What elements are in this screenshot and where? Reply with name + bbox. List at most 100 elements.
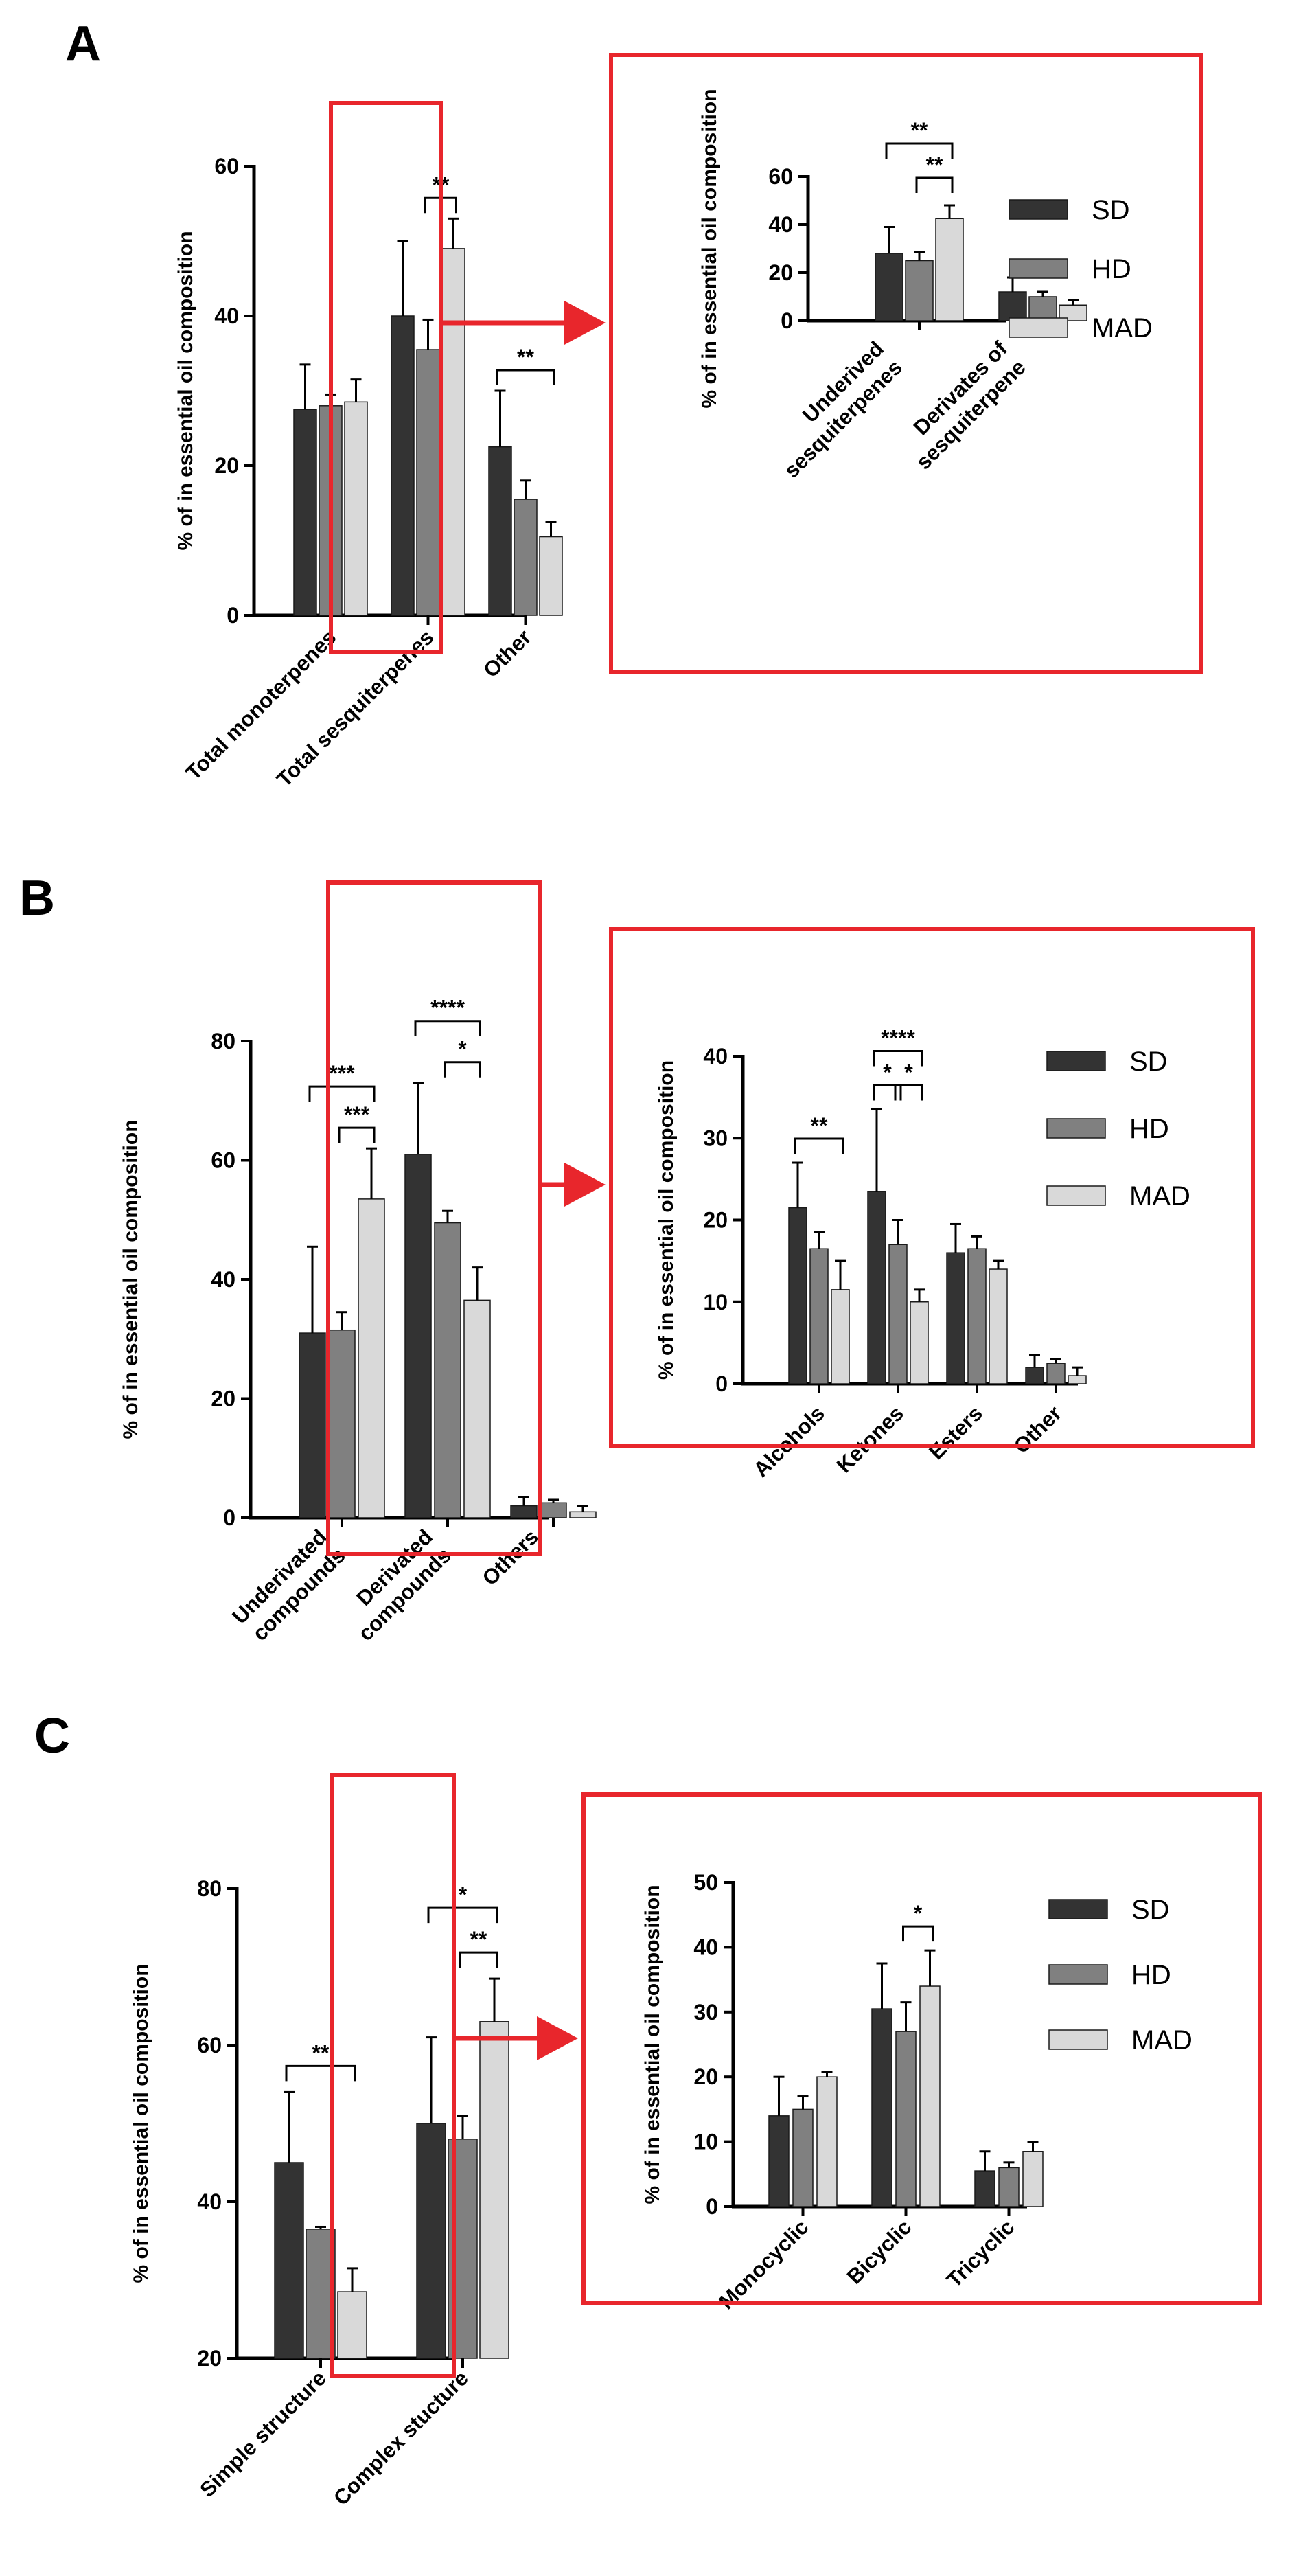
- y-tick-label: 20: [211, 1387, 235, 1411]
- bar-hd: [967, 1248, 987, 1384]
- y-tick-label: 30: [703, 1126, 728, 1150]
- bar-sd: [998, 291, 1027, 321]
- significance-bracket: [885, 142, 954, 159]
- bar-hd: [1028, 296, 1057, 321]
- y-tick-label: 0: [706, 2194, 718, 2219]
- y-tick-label: 20: [214, 453, 239, 478]
- significance-label: **: [470, 1927, 487, 1952]
- bar-mad: [1022, 2151, 1044, 2207]
- y-tick-label: 0: [715, 1371, 728, 1396]
- bar-hd: [1046, 1363, 1066, 1384]
- bar-mad: [479, 2021, 509, 2359]
- bar-hd: [434, 1222, 461, 1518]
- bar-sd: [510, 1505, 538, 1518]
- bar-mad: [441, 248, 465, 616]
- y-tick-label: 40: [703, 1044, 728, 1069]
- legend-swatch-hd: [1009, 258, 1068, 279]
- bar-sd: [867, 1191, 886, 1384]
- significance-bracket: [794, 1137, 844, 1154]
- y-tick-label: 80: [211, 1029, 235, 1053]
- legend-label-sd: SD: [1131, 1895, 1170, 1925]
- bar-sd: [871, 2008, 892, 2207]
- y-axis-title: % of in essential oil composition: [174, 231, 197, 550]
- significance-bracket: [873, 1084, 902, 1101]
- y-tick-label: 10: [703, 1290, 728, 1314]
- bar-hd: [792, 2108, 814, 2207]
- y-tick-label: 60: [211, 1148, 235, 1173]
- significance-label: **: [811, 1113, 828, 1138]
- bar-mad: [831, 1289, 850, 1384]
- bar-hd: [540, 1502, 567, 1518]
- bar-sd: [974, 2170, 995, 2207]
- legend-label-hd: HD: [1092, 254, 1131, 284]
- bar-sd: [788, 1207, 807, 1384]
- bar-hd: [895, 2031, 917, 2207]
- inset-frame-a: [609, 53, 1203, 674]
- significance-bracket: [308, 1085, 376, 1102]
- y-tick-label: 50: [693, 1870, 718, 1895]
- bar-mad: [337, 2291, 367, 2359]
- y-axis-title: % of in essential oil composition: [119, 1119, 142, 1439]
- bar-hd: [905, 260, 934, 321]
- legend-swatch-mad: [1009, 317, 1068, 338]
- y-tick-label: 40: [211, 1267, 235, 1292]
- legend-label-mad: MAD: [1092, 313, 1153, 343]
- bar-sd: [1025, 1367, 1044, 1384]
- bar-mad: [1068, 1375, 1087, 1384]
- legend-swatch-mad: [1048, 2029, 1108, 2050]
- significance-label: ***: [344, 1102, 370, 1127]
- y-axis-title: % of in essential oil composition: [641, 1884, 664, 2204]
- bar-mad: [910, 1301, 929, 1384]
- bar-mad: [935, 218, 964, 321]
- y-tick-label: 20: [693, 2064, 718, 2089]
- bar-hd: [809, 1248, 829, 1384]
- bar-mad: [569, 1511, 597, 1518]
- bar-hd: [416, 349, 440, 616]
- legend-swatch-sd: [1046, 1051, 1106, 1071]
- bar-mad: [816, 2076, 838, 2207]
- bar-sd: [416, 2123, 446, 2359]
- significance-label: **: [517, 345, 534, 369]
- bar-mad: [539, 536, 563, 616]
- y-tick-label: 80: [197, 1876, 222, 1901]
- significance-bracket: [496, 369, 555, 385]
- inset-frame-c: [581, 1792, 1262, 2305]
- significance-bracket: [338, 1126, 376, 1143]
- panel-letter-c: C: [34, 1709, 70, 1764]
- y-axis-title: % of in essential oil composition: [130, 1963, 152, 2283]
- y-axis-title: % of in essential oil composition: [655, 1060, 678, 1380]
- significance-label: ***: [329, 1061, 355, 1086]
- legend-swatch-hd: [1048, 1964, 1108, 1985]
- bar-sd: [488, 446, 512, 616]
- bar-mad: [919, 1985, 941, 2207]
- significance-bracket: [902, 1925, 934, 1942]
- arrow-a-head: [564, 301, 606, 345]
- legend-swatch-sd: [1048, 1899, 1108, 1919]
- significance-bracket: [459, 1951, 498, 1968]
- bar-mad: [463, 1299, 491, 1518]
- legend-label-hd: HD: [1131, 1960, 1171, 1990]
- y-tick-label: 0: [781, 308, 793, 333]
- highlight-box-c: [330, 1773, 456, 2378]
- bar-hd: [514, 499, 538, 616]
- significance-label: ****: [881, 1026, 915, 1051]
- bar-sd: [391, 315, 415, 616]
- bar-sd: [274, 2162, 304, 2359]
- y-tick-label: 20: [703, 1208, 728, 1233]
- significance-label: **: [312, 2040, 330, 2065]
- significance-label: *: [458, 1037, 467, 1062]
- legend-swatch-sd: [1009, 199, 1068, 220]
- panel-letter-b: B: [19, 871, 55, 926]
- bar-hd: [888, 1244, 908, 1384]
- arrow-c-head: [537, 2016, 578, 2060]
- highlight-layer: [326, 53, 1262, 2378]
- bar-hd: [328, 1329, 356, 1518]
- significance-label: ****: [430, 996, 465, 1021]
- significance-bracket: [894, 1084, 923, 1101]
- bar-sd: [404, 1154, 432, 1518]
- bar-sd: [293, 409, 317, 616]
- y-tick-label: 60: [214, 154, 239, 179]
- significance-bracket: [285, 2064, 356, 2082]
- y-tick-label: 10: [693, 2130, 718, 2154]
